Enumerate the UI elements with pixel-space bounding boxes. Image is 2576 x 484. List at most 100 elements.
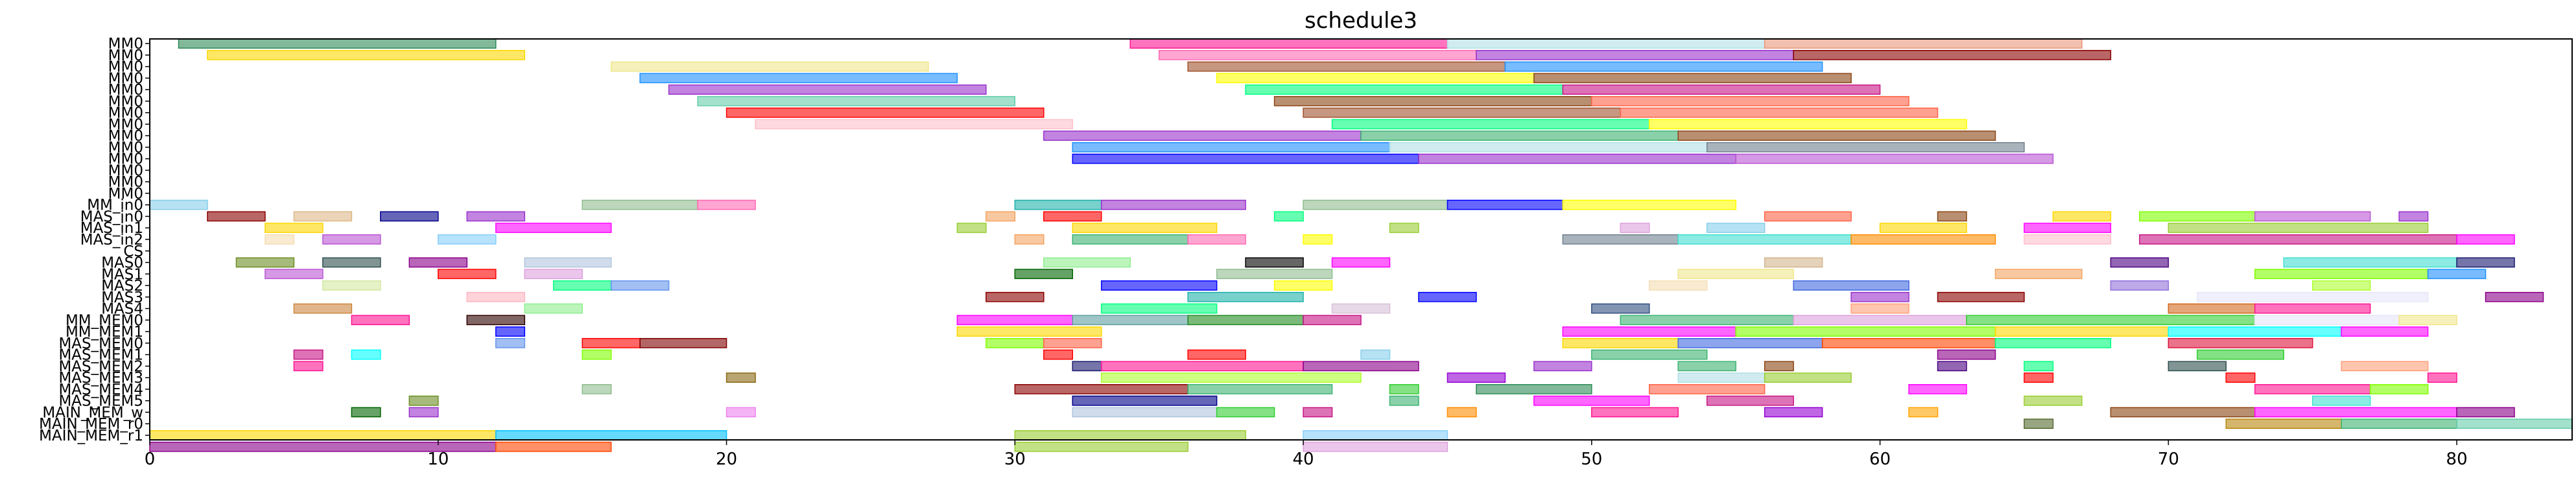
task-bar [2456,234,2515,245]
task-bar [1504,61,1823,72]
task-bar [1937,349,1996,360]
x-tick-label: 0 [145,450,156,469]
task-bar [1303,107,1622,118]
task-bar [1389,223,1419,234]
y-tick-label: MAIN_MEM_w [42,404,143,421]
task-bar [1014,441,1188,452]
y-tick-label: MM0 [108,116,143,133]
y-tick-label: MM0 [108,162,143,179]
task-bar [1418,153,1736,164]
task-bar [1303,199,1448,210]
task-bar [1129,38,1448,49]
task-bar [2311,395,2371,406]
task-bar [322,280,381,291]
task-bar [2225,372,2256,383]
task-bar [1187,349,1246,360]
task-bar [293,211,353,222]
task-bar [1764,211,1852,222]
x-tick-label: 70 [2158,450,2179,469]
y-tick-label: MAS3 [101,289,143,306]
task-bar [1706,142,2025,152]
task-bar [1303,234,1333,245]
task-bar [1389,395,1419,406]
task-bar [524,257,612,268]
task-bar [265,269,324,280]
task-bar [1994,337,2112,348]
task-bar [293,349,324,360]
task-bar [726,372,756,383]
x-tick-label: 10 [427,450,449,469]
task-bar [1187,315,1304,326]
task-bar [1879,223,1967,234]
y-tick-label: MM_in0 [87,197,143,214]
task-bar [1360,349,1391,360]
task-bar [1187,291,1304,302]
task-bar [1764,361,1794,372]
task-bar [956,223,987,234]
task-bar [582,384,612,394]
task-bar [2225,418,2342,429]
task-bar [1533,73,1852,84]
y-tick-label: MAIN_MEM_r0 [39,416,143,433]
task-bar [1273,280,1333,291]
task-bar [1216,407,1275,418]
task-bar [1764,407,1823,418]
task-bar [1245,257,1304,268]
task-bar [1937,211,1967,222]
task-bar [2024,372,2054,383]
y-tick-label: MAS_MEM0 [58,335,143,352]
task-bar [668,84,987,95]
y-tick-label: MAS_in1 [80,220,143,237]
task-bar [2254,211,2371,222]
task-bar [1303,361,1419,372]
task-bar [1850,291,1909,302]
task-bar [1187,61,1506,72]
task-bar [2456,257,2515,268]
task-bar [1072,361,1102,372]
task-bar [610,61,929,72]
task-bar [639,337,727,348]
task-bar [1620,315,1794,326]
task-bar [351,349,381,360]
task-bar [1793,315,1967,326]
task-bar [207,211,266,222]
task-bar [697,96,1016,106]
task-bar [1764,38,2083,49]
y-tick-label: MM0 [108,174,143,191]
y-tick-label: MAS0 [101,255,143,272]
task-bar [1447,38,1766,49]
task-bar [524,269,583,280]
task-bar [1562,337,1679,348]
task-bar [1908,384,1967,394]
task-bar [2168,361,2227,372]
task-bar [1937,291,2025,302]
task-bar [1072,395,1218,406]
y-tick-label: MM0 [108,105,143,122]
task-bar [2427,269,2487,280]
task-bar [986,291,1045,302]
task-bar [1389,384,1419,394]
task-bar [1649,280,1708,291]
task-bar [582,199,698,210]
task-bar [2311,280,2371,291]
y-tick-label: MAS_MEM1 [58,347,143,364]
task-bar [1562,84,1881,95]
task-bar [1591,407,1679,418]
y-tick-label: MAS_in0 [80,208,143,225]
gantt-bars [149,38,2573,452]
task-bar [1043,257,1131,268]
task-bar [1273,211,1304,222]
task-bar [1966,315,2256,326]
y-tick-label: MM0 [108,186,143,202]
task-bar [2398,211,2429,222]
y-tick-label: MM_MEM0 [65,312,143,329]
task-bar [1216,73,1535,84]
task-bar [265,223,324,234]
task-bar [408,395,439,406]
task-bar [1994,326,2169,337]
task-bar [2024,361,2054,372]
y-tick-label: CS [123,243,143,260]
task-bar [207,50,525,60]
plot-frame [149,38,2573,441]
